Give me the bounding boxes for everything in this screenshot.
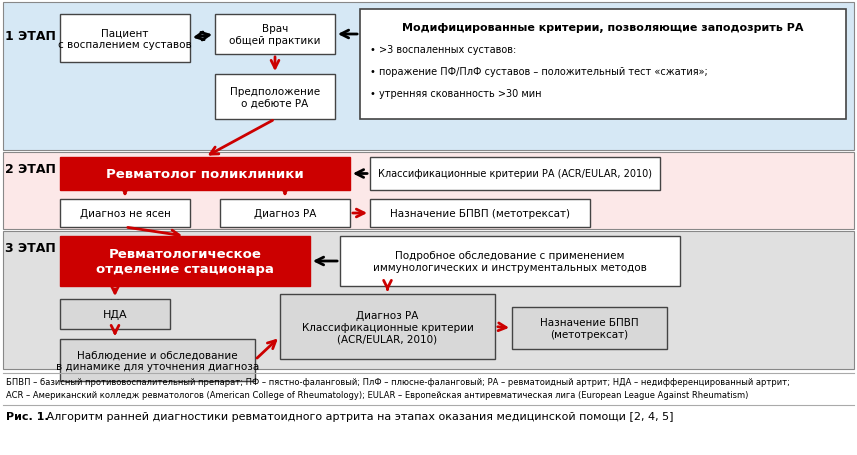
Text: Диагноз не ясен: Диагноз не ясен bbox=[80, 208, 171, 218]
Text: 3 ЭТАП: 3 ЭТАП bbox=[4, 242, 56, 254]
Bar bbox=[370, 200, 590, 228]
Text: Назначение БПВП (метотрексат): Назначение БПВП (метотрексат) bbox=[390, 208, 570, 218]
Text: 2 ЭТАП: 2 ЭТАП bbox=[4, 162, 56, 176]
Bar bbox=[215, 75, 335, 120]
Bar bbox=[60, 299, 170, 329]
Bar bbox=[215, 15, 335, 55]
Text: Врач
общей практики: Врач общей практики bbox=[230, 24, 321, 46]
Bar bbox=[60, 157, 350, 191]
Text: Пациент
с воспалением суставов: Пациент с воспалением суставов bbox=[58, 28, 192, 50]
Text: Диагноз РА: Диагноз РА bbox=[254, 208, 316, 218]
Text: Рис. 1.: Рис. 1. bbox=[6, 411, 49, 421]
Text: Модифицированные критерии, позволяющие заподозрить РА: Модифицированные критерии, позволяющие з… bbox=[402, 23, 804, 33]
Text: • поражение ПФ/ПлФ суставов – положительный тест «сжатия»;: • поражение ПФ/ПлФ суставов – положитель… bbox=[370, 67, 708, 77]
Text: Ревматолог поликлиники: Ревматолог поликлиники bbox=[106, 167, 304, 181]
Bar bbox=[370, 157, 660, 191]
Text: Предположение
о дебюте РА: Предположение о дебюте РА bbox=[230, 86, 320, 108]
Bar bbox=[3, 3, 854, 151]
Text: НДА: НДА bbox=[103, 309, 128, 319]
Text: Назначение БПВП
(метотрексат): Назначение БПВП (метотрексат) bbox=[540, 318, 638, 339]
Bar bbox=[60, 200, 190, 228]
Bar bbox=[512, 307, 667, 349]
Bar bbox=[60, 15, 190, 63]
Text: БПВП – базисный противовоспалительный препарат; ПФ – пястно-фаланговый; ПлФ – пл: БПВП – базисный противовоспалительный пр… bbox=[6, 377, 790, 386]
Bar bbox=[60, 237, 310, 286]
Text: • >3 воспаленных суставов:: • >3 воспаленных суставов: bbox=[370, 45, 516, 55]
Bar bbox=[3, 153, 854, 229]
Text: Подробное обследование с применением
иммунологических и инструментальных методов: Подробное обследование с применением имм… bbox=[373, 251, 647, 272]
Bar bbox=[60, 339, 255, 381]
Bar bbox=[360, 10, 846, 120]
Text: • утренняя скованность >30 мин: • утренняя скованность >30 мин bbox=[370, 89, 542, 99]
Text: 1 ЭТАП: 1 ЭТАП bbox=[4, 30, 56, 43]
Text: Диагноз РА
Классификационные критерии
(ACR/EULAR, 2010): Диагноз РА Классификационные критерии (A… bbox=[302, 310, 473, 344]
Text: Ревматологическое
отделение стационара: Ревматологическое отделение стационара bbox=[96, 248, 274, 275]
Bar bbox=[280, 294, 495, 359]
Bar bbox=[220, 200, 350, 228]
Text: Классификационные критерии РА (ACR/EULAR, 2010): Классификационные критерии РА (ACR/EULAR… bbox=[378, 169, 652, 179]
Text: Наблюдение и обследование
в динамике для уточнения диагноза: Наблюдение и обследование в динамике для… bbox=[56, 349, 259, 371]
Bar bbox=[3, 232, 854, 369]
Text: ACR – Американский колледж ревматологов (American College of Rheumatology); EULA: ACR – Американский колледж ревматологов … bbox=[6, 390, 748, 399]
Bar bbox=[340, 237, 680, 286]
Text: Алгоритм ранней диагностики ревматоидного артрита на этапах оказания медицинской: Алгоритм ранней диагностики ревматоидног… bbox=[43, 411, 674, 421]
